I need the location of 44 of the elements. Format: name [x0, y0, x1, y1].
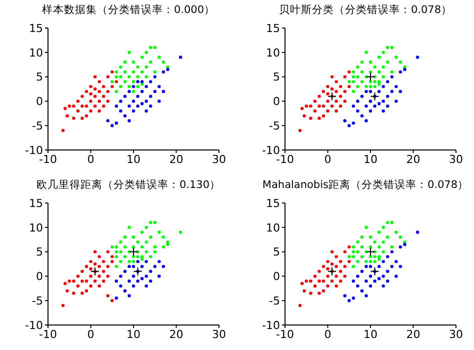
- y-tick-label: 15: [266, 22, 280, 35]
- x-tick-label: 20: [406, 328, 420, 341]
- y-tick-label: -10: [25, 144, 43, 157]
- y-tick-label: -5: [269, 294, 280, 308]
- y-tick-label: -5: [32, 294, 43, 308]
- y-tick-label: -10: [262, 318, 280, 332]
- y-tick-label: 15: [266, 196, 280, 210]
- x-tick-label: 30: [449, 152, 463, 166]
- x-tick-label: 30: [449, 328, 463, 341]
- y-tick-label: 10: [29, 46, 43, 60]
- x-tick-label: 10: [364, 328, 378, 341]
- y-tick-label: 0: [36, 270, 43, 284]
- chart-title: 样本数据集（分类错误率：0.000）: [40, 3, 216, 18]
- x-tick-label: 30: [212, 152, 226, 166]
- x-tick-label: 20: [406, 152, 420, 166]
- y-tick-label: 5: [36, 70, 43, 84]
- x-tick-label: 0: [324, 328, 332, 341]
- y-tick-label: -10: [262, 144, 280, 157]
- y-tick-label: -10: [25, 318, 43, 332]
- y-tick-label: 0: [273, 95, 280, 108]
- y-tick-label: 0: [273, 270, 280, 284]
- y-tick-label: 10: [266, 221, 280, 234]
- x-tick-label: 0: [87, 328, 94, 341]
- x-tick-label: 0: [324, 152, 332, 166]
- y-tick-label: 5: [36, 246, 43, 259]
- y-tick-label: 10: [266, 46, 280, 60]
- chart-title: 贝叶斯分类（分类错误率：0.078）: [278, 3, 454, 18]
- x-tick-label: 20: [169, 152, 184, 166]
- y-tick-label: 15: [29, 196, 43, 210]
- x-tick-label: 20: [169, 328, 184, 341]
- y-tick-label: 15: [29, 22, 43, 35]
- y-tick-label: 10: [29, 221, 43, 234]
- x-tick-label: 10: [364, 152, 378, 166]
- y-tick-label: 5: [273, 70, 280, 84]
- y-tick-label: -5: [269, 120, 280, 133]
- x-tick-label: 10: [126, 328, 140, 341]
- x-tick-label: 30: [212, 328, 226, 341]
- y-tick-label: 0: [36, 95, 43, 108]
- chart-title: Mahalanobis距离（分类错误率：0.078）: [261, 178, 470, 193]
- chart-title: 欧几里得距离（分类错误率：0.130）: [35, 178, 222, 193]
- x-tick-label: 0: [87, 152, 94, 166]
- y-tick-label: 5: [273, 246, 280, 259]
- y-tick-label: -5: [32, 120, 43, 133]
- x-tick-label: 10: [126, 152, 140, 166]
